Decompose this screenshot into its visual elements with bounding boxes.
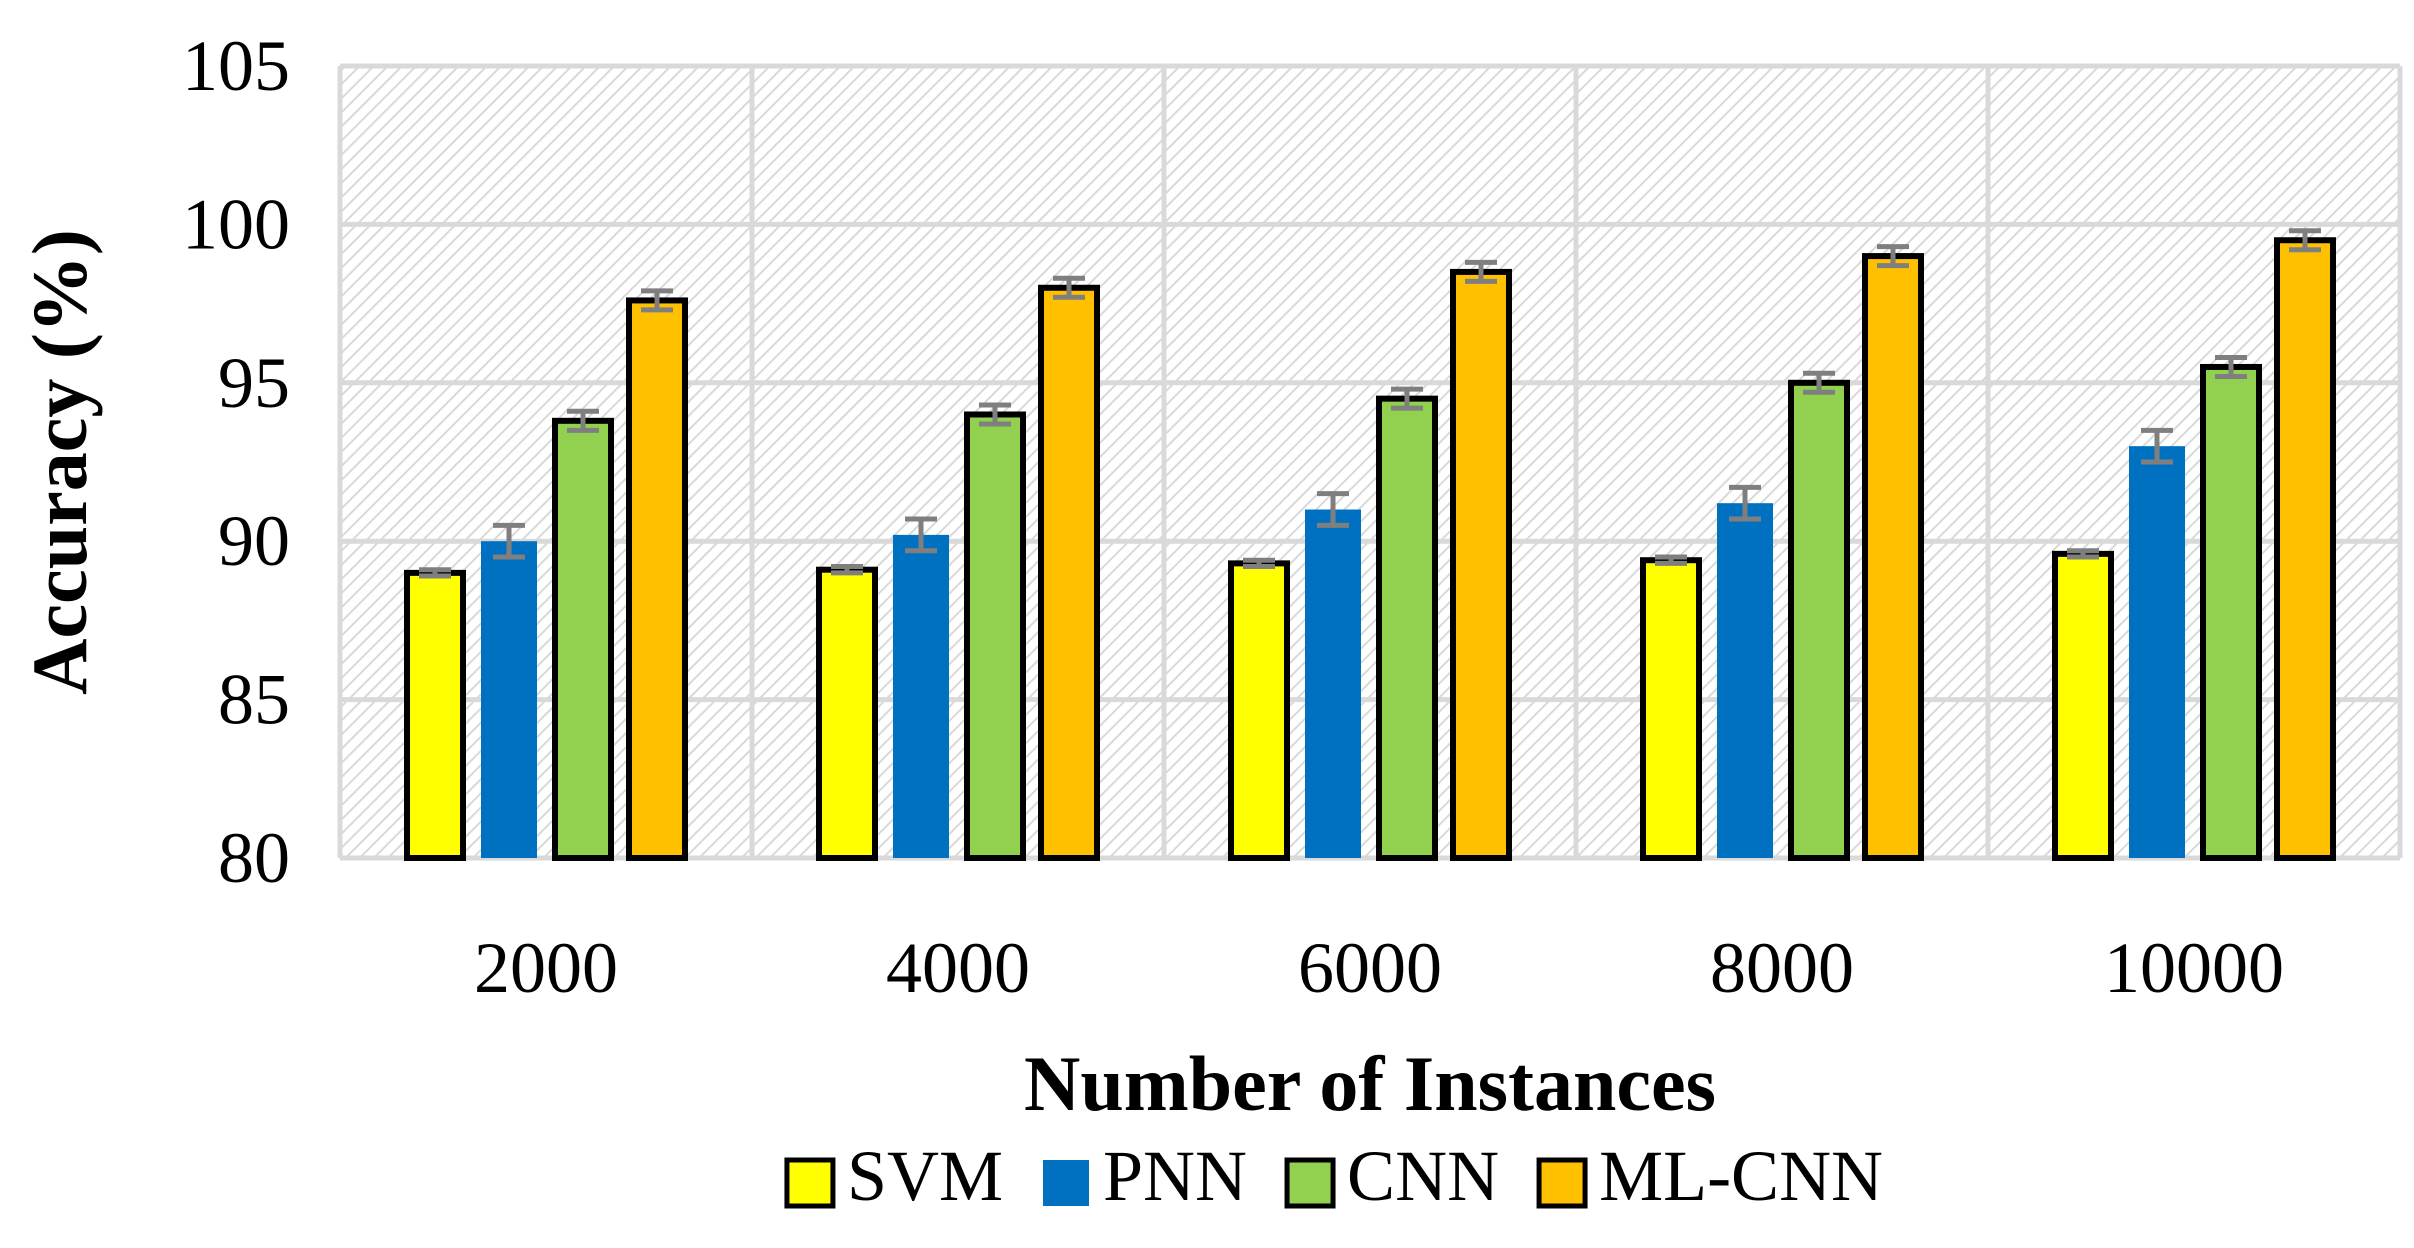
y-tick-label: 80 [218,818,290,898]
error-bar-svm-6000 [1243,557,1275,570]
bar-svm-6000 [1228,560,1290,861]
bar-svm-8000 [1640,557,1702,861]
error-bar-svm-8000 [1655,554,1687,566]
legend-label: PNN [1103,1136,1247,1216]
error-bar-pnn-8000 [1729,484,1761,522]
y-tick-label: 95 [218,343,290,423]
bar-ml-cnn-10000 [2274,237,2336,862]
error-bar-pnn-4000 [905,516,937,554]
legend-item-pnn: PNN [1043,1136,1247,1216]
error-bar-svm-2000 [419,567,451,579]
y-tick-label: 90 [218,501,290,581]
legend-label: ML-CNN [1599,1136,1883,1216]
error-bar-cnn-4000 [979,402,1011,427]
bar-svm-4000 [816,566,878,861]
error-bar-cnn-10000 [2215,354,2247,379]
error-bar-ml-cnn-6000 [1465,259,1497,284]
error-bar-ml-cnn-8000 [1877,244,1909,269]
bar-ml-cnn-2000 [626,297,688,861]
bar-cnn-2000 [552,417,614,861]
legend-swatch [1284,1157,1336,1209]
bars [404,228,2336,862]
error-bar-pnn-6000 [1317,491,1349,528]
bar-cnn-8000 [1788,379,1850,861]
y-tick-label: 105 [182,26,290,106]
legend-swatch [1536,1157,1588,1209]
bar-pnn-4000 [893,534,949,858]
error-bar-pnn-10000 [2141,427,2173,465]
error-bar-cnn-8000 [1803,370,1835,395]
x-tick-label: 8000 [1710,928,1854,1008]
y-axis-title: Accuracy (%) [16,229,103,695]
legend-swatch [1043,1160,1089,1206]
y-axis-tick-labels: 80 85 90 95 100 105 [182,26,290,898]
error-bar-ml-cnn-2000 [641,288,673,313]
error-bar-cnn-2000 [567,408,599,433]
bar-svm-2000 [404,569,466,861]
error-bar-ml-cnn-10000 [2289,228,2321,253]
legend-item-ml-cnn: ML-CNN [1536,1136,1883,1216]
x-tick-label: 6000 [1298,928,1442,1008]
y-tick-label: 85 [218,660,290,740]
bar-pnn-10000 [2129,446,2185,858]
bar-cnn-10000 [2200,363,2262,861]
x-tick-label: 2000 [474,928,618,1008]
bar-pnn-2000 [481,541,537,858]
y-tick-label: 100 [182,184,290,264]
bar-ml-cnn-4000 [1038,284,1100,861]
bar-cnn-4000 [964,411,1026,861]
legend-swatch [784,1157,836,1209]
error-bar-ml-cnn-4000 [1053,275,1085,300]
x-axis-title: Number of Instances [1024,1040,1716,1127]
error-bar-svm-10000 [2067,548,2099,560]
legend-label: SVM [847,1136,1003,1216]
legend-item-svm: SVM [784,1136,1003,1216]
bar-ml-cnn-8000 [1862,253,1924,861]
bar-pnn-8000 [1717,503,1773,858]
x-tick-label: 4000 [886,928,1030,1008]
error-bar-cnn-6000 [1391,386,1423,411]
bar-ml-cnn-6000 [1450,268,1512,862]
error-bar-pnn-2000 [493,522,525,560]
legend-label: CNN [1347,1136,1499,1216]
bar-svm-10000 [2052,550,2114,861]
bar-cnn-6000 [1376,395,1438,861]
bar-pnn-6000 [1305,509,1361,858]
legend-item-cnn: CNN [1284,1136,1499,1216]
x-tick-label: 10000 [2104,928,2284,1008]
legend: SVM PNN CNN ML-CNN [784,1136,1883,1216]
x-axis-tick-labels: 2000 4000 6000 8000 10000 [474,928,2284,1008]
error-bar-svm-4000 [831,564,863,576]
